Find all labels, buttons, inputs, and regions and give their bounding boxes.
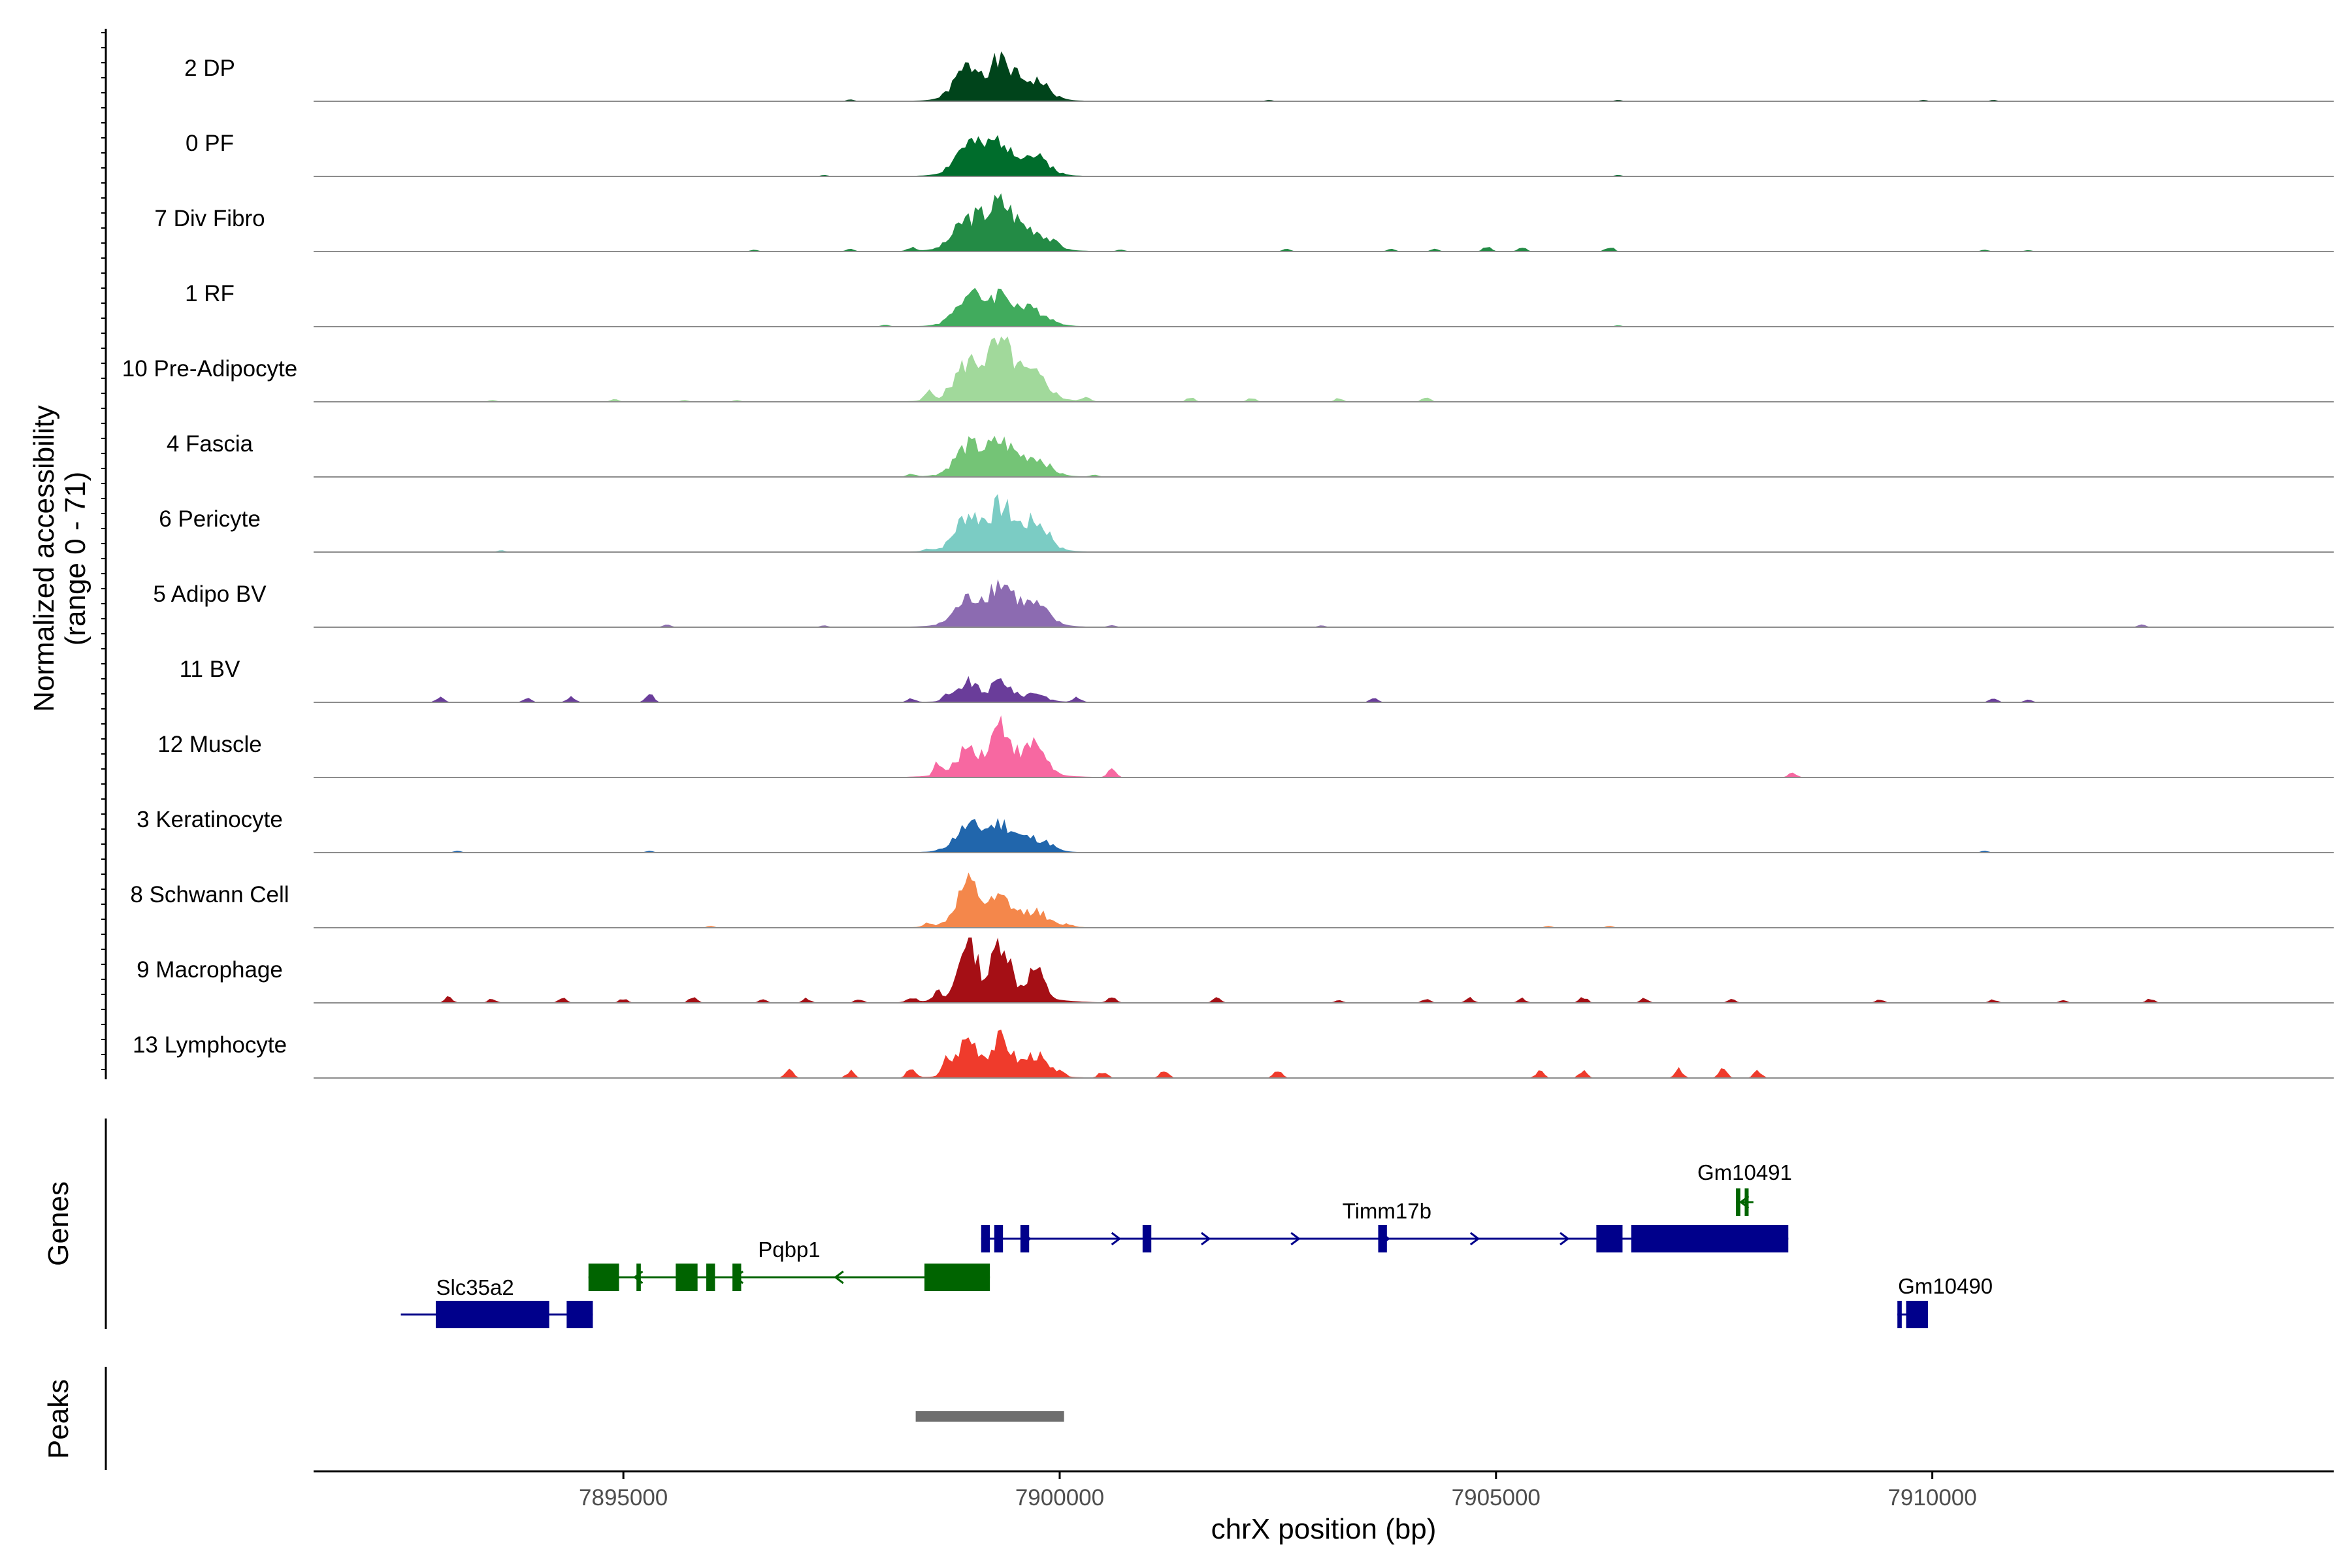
track-8-coverage-area [314, 579, 2334, 627]
track-2-label: 0 PF [186, 131, 234, 156]
track-5-coverage-area [314, 336, 2334, 402]
gene-timm17b-exon-1 [981, 1225, 990, 1252]
gene-timm17b-strand-arrow [1201, 1232, 1211, 1246]
track-1-label: 2 DP [184, 56, 235, 81]
gene-timm17b-strand-arrow [1560, 1232, 1570, 1246]
gene-timm17b-strand-arrow [1290, 1232, 1301, 1246]
track-4: 1 RF [185, 281, 2334, 327]
track-13-coverage-area [314, 938, 2334, 1003]
x-tick-label-3: 7905000 [1452, 1485, 1541, 1511]
peaks-track-label: Peaks [42, 1379, 74, 1459]
track-4-coverage-area [314, 287, 2334, 327]
gene-gm10490-exon-1 [1897, 1301, 1902, 1328]
gene-gm10491-exon-1 [1736, 1188, 1740, 1216]
gene-timm17b-exon-7 [1631, 1225, 1789, 1252]
gene-timm17b-exon-5 [1378, 1225, 1387, 1252]
genes-track-label: Genes [42, 1181, 74, 1266]
track-9-coverage-area [314, 676, 2334, 702]
gene-pqbp1-exon-2 [636, 1264, 641, 1291]
track-13: 9 Macrophage [137, 938, 2334, 1004]
track-3-label: 7 Div Fibro [154, 206, 265, 231]
track-8: 5 Adipo BV [153, 579, 2334, 628]
gene-timm17b-strand-arrow [1469, 1232, 1480, 1246]
gene-slc35a2-label: Slc35a2 [436, 1275, 514, 1299]
gene-pqbp1-exon-6 [924, 1264, 990, 1291]
coverage-tracks: 2 DP 0 PF 7 Div Fibro 1 RF 10 Pre-Adipocyte 4… [122, 51, 2334, 1079]
track-11: 3 Keratinocyte [137, 807, 2334, 853]
track-10-label: 12 Muscle [157, 732, 262, 757]
track-3: 7 Div Fibro [154, 193, 2334, 252]
x-tick-label-1: 7895000 [579, 1485, 668, 1511]
gene-gm10490-label: Gm10490 [1898, 1274, 1993, 1298]
peak-regions [915, 1411, 1064, 1422]
x-axis-ticks: 7895000 7900000 7905000 7910000 [579, 1471, 1977, 1511]
track-12-label: 8 Schwann Cell [130, 882, 289, 907]
gene-timm17b-exon-6 [1596, 1225, 1623, 1252]
gene-annotations: Slc35a2 Pqbp1 Timm17b Gm10491 Gm10490 [400, 1160, 1993, 1328]
gene-pqbp1-exon-3 [676, 1264, 698, 1291]
peak-region-1 [915, 1411, 1064, 1422]
track-12-coverage-area [314, 872, 2334, 928]
y-axis-title-line2: (range 0 - 71) [59, 472, 91, 646]
gene-slc35a2-exon-1 [435, 1301, 549, 1328]
track-6-label: 4 Fascia [167, 431, 253, 457]
gene-pqbp1: Pqbp1 [588, 1237, 990, 1291]
gene-gm10491-exon-2 [1744, 1188, 1749, 1216]
y-axis-title-line1: Normalized accessibility [28, 405, 60, 711]
gene-timm17b-label: Timm17b [1343, 1199, 1431, 1223]
track-11-coverage-area [314, 817, 2334, 853]
track-14: 13 Lymphocyte [133, 1029, 2334, 1079]
track-1-coverage-area [314, 51, 2334, 101]
track-7-coverage-area [314, 494, 2334, 552]
track-3-coverage-area [314, 193, 2334, 252]
track-2: 0 PF [186, 131, 2334, 177]
gene-timm17b-exon-4 [1142, 1225, 1152, 1252]
gene-timm17b-strand-arrow [1111, 1232, 1122, 1246]
gene-gm10490-exon-2 [1906, 1301, 1928, 1328]
track-9-label: 11 BV [180, 657, 240, 682]
track-10: 12 Muscle [157, 715, 2334, 778]
gene-gm10491-label: Gm10491 [1697, 1160, 1792, 1184]
track-6-coverage-area [314, 436, 2334, 477]
gene-pqbp1-exon-1 [588, 1264, 619, 1291]
gene-pqbp1-exon-4 [706, 1264, 715, 1291]
track-7-label: 6 Pericyte [159, 506, 261, 532]
track-8-label: 5 Adipo BV [153, 581, 267, 607]
track-11-label: 3 Keratinocyte [137, 807, 283, 832]
track-1: 2 DP [184, 51, 2334, 102]
gene-timm17b-exon-2 [994, 1225, 1004, 1252]
track-14-label: 13 Lymphocyte [133, 1032, 287, 1058]
track-12: 8 Schwann Cell [130, 872, 2334, 928]
gene-pqbp1-label: Pqbp1 [758, 1237, 820, 1262]
gene-gm10490: Gm10490 [1897, 1274, 1993, 1328]
track-9: 11 BV [180, 657, 2334, 703]
gene-slc35a2-exon-2 [566, 1301, 593, 1328]
track-5-label: 10 Pre-Adipocyte [122, 356, 297, 382]
gene-timm17b: Timm17b [981, 1199, 1789, 1252]
track-14-coverage-area [314, 1029, 2334, 1078]
x-tick-label-2: 7900000 [1015, 1485, 1104, 1511]
gene-pqbp1-exon-5 [732, 1264, 742, 1291]
x-axis-title: chrX position (bp) [1211, 1513, 1437, 1545]
track-4-label: 1 RF [185, 281, 235, 306]
gene-gm10491: Gm10491 [1697, 1160, 1792, 1216]
gene-pqbp1-strand-arrow [834, 1270, 844, 1284]
gene-timm17b-exon-3 [1020, 1225, 1030, 1252]
coverage-y-ticks [101, 32, 106, 1070]
gene-slc35a2: Slc35a2 [400, 1275, 593, 1328]
track-10-coverage-area [314, 715, 2334, 777]
track-6: 4 Fascia [167, 431, 2334, 478]
track-7: 6 Pericyte [159, 494, 2334, 553]
x-tick-label-4: 7910000 [1887, 1485, 1976, 1511]
track-2-coverage-area [314, 135, 2334, 176]
track-13-label: 9 Macrophage [137, 957, 283, 983]
track-5: 10 Pre-Adipocyte [122, 336, 2334, 402]
